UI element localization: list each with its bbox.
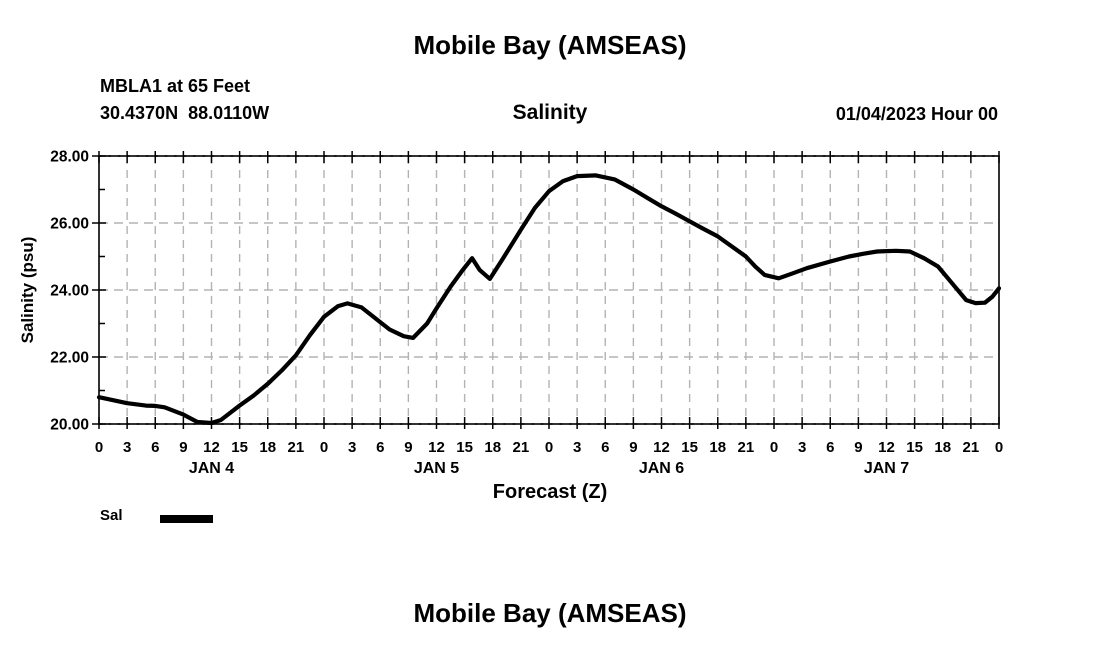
gridlines	[99, 156, 999, 424]
station-label: MBLA1 at 65 Feet	[100, 76, 251, 96]
x-tick-label: 0	[320, 439, 328, 456]
x-tick-label: 12	[428, 439, 445, 456]
x-tick-label: 0	[95, 439, 103, 456]
y-tick-label: 28.00	[50, 149, 89, 166]
x-tick-label: 21	[963, 439, 980, 456]
x-tick-label: 0	[770, 439, 778, 456]
x-tick-label: 3	[798, 439, 806, 456]
x-tick-label: 21	[288, 439, 305, 456]
x-tick-label: 6	[826, 439, 834, 456]
x-tick-label: 18	[709, 439, 726, 456]
x-tick-label: 0	[995, 439, 1003, 456]
salinity-curve	[96, 173, 1002, 426]
x-tick-label: 21	[513, 439, 530, 456]
day-label: JAN 4	[189, 460, 234, 477]
axis-labels: 0 3 6 9 12 15 18 21 0 3 6 9 12 15 18 21 0 3 6 9 12 15 18 21 0 3 6 9…	[50, 149, 1003, 478]
x-tick-label: 0	[545, 439, 553, 456]
series-sal	[96, 173, 1002, 426]
day-label: JAN 6	[639, 460, 684, 477]
x-tick-label: 18	[934, 439, 951, 456]
run-time-label: 01/04/2023 Hour 00	[835, 104, 998, 124]
day-label: JAN 7	[864, 460, 909, 477]
coordinates-label: 30.4370N 88.0110W	[100, 103, 270, 123]
axis-ticks	[92, 151, 1000, 429]
y-tick-label: 22.00	[50, 350, 89, 367]
x-tick-label: 15	[456, 439, 473, 456]
x-tick-label: 15	[681, 439, 698, 456]
x-tick-label: 3	[348, 439, 356, 456]
chart-subtitle: Salinity	[512, 101, 588, 124]
x-tick-label: 12	[203, 439, 220, 456]
x-tick-label: 12	[878, 439, 895, 456]
x-tick-label: 9	[629, 439, 637, 456]
second-page-title: Mobile Bay (AMSEAS)	[413, 598, 687, 628]
x-axis-title: Forecast (Z)	[492, 481, 608, 503]
x-tick-label: 18	[259, 439, 276, 456]
legend-label: Sal	[100, 507, 123, 524]
x-tick-label: 15	[906, 439, 923, 456]
x-tick-label: 18	[484, 439, 501, 456]
x-tick-label: 9	[404, 439, 412, 456]
y-tick-label: 24.00	[50, 283, 89, 300]
y-tick-label: 26.00	[50, 216, 89, 233]
x-tick-label: 12	[653, 439, 670, 456]
y-tick-label: 20.00	[50, 417, 89, 434]
x-tick-label: 6	[601, 439, 609, 456]
x-tick-label: 6	[376, 439, 384, 456]
x-tick-label: 15	[231, 439, 248, 456]
x-tick-label: 6	[151, 439, 159, 456]
day-label: JAN 5	[414, 460, 459, 477]
x-tick-label: 21	[738, 439, 755, 456]
x-tick-label: 9	[179, 439, 187, 456]
x-tick-label: 3	[573, 439, 581, 456]
x-tick-label: 3	[123, 439, 131, 456]
page-title: Mobile Bay (AMSEAS)	[413, 30, 687, 60]
legend-line-swatch	[160, 515, 213, 523]
x-tick-label: 9	[854, 439, 862, 456]
